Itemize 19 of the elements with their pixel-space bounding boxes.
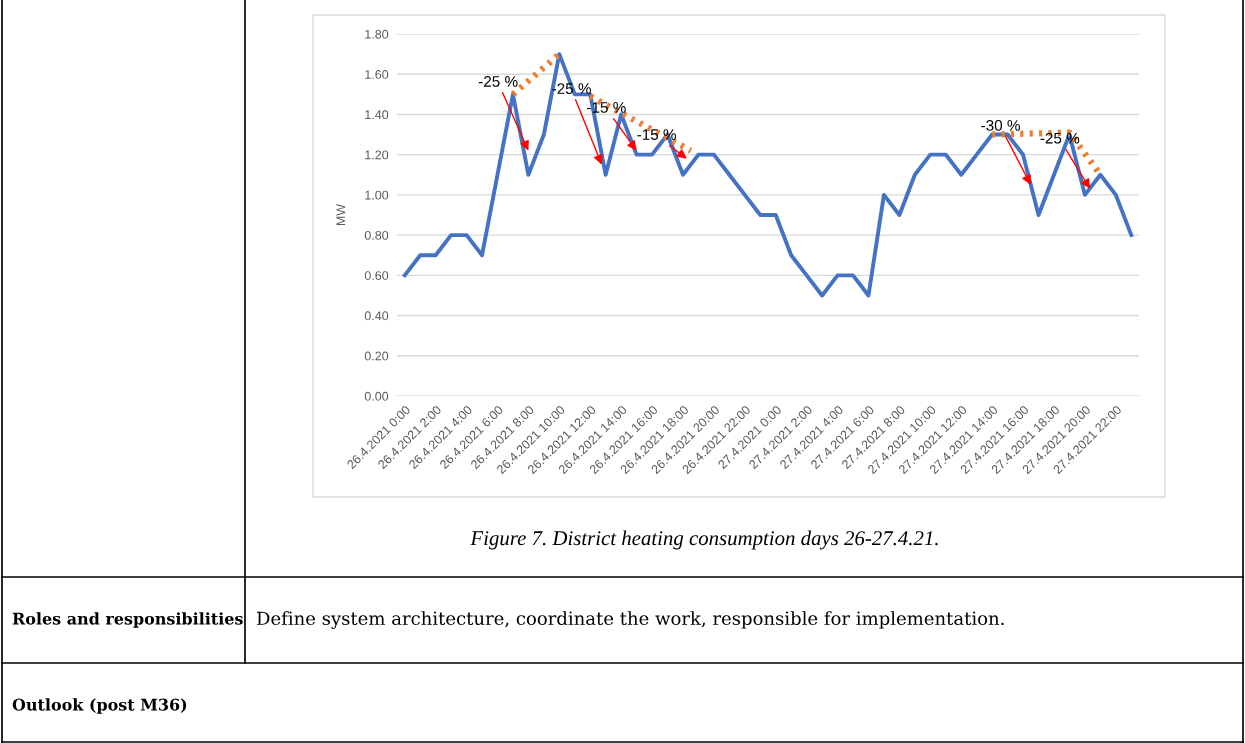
annotation: -25 % — [478, 76, 518, 87]
text: Outlook (post M36) — [12, 698, 187, 714]
y-tick-label: 1.40 — [365, 110, 389, 120]
annotation: -25 % — [1040, 132, 1080, 144]
text: Roles and responsibilities — [12, 612, 243, 628]
y-tick-label: 0.20 — [364, 351, 389, 361]
y-tick-label: 1.60 — [365, 70, 389, 79]
line-series — [402, 52, 1134, 298]
y-tick-label: 0.80 — [364, 230, 389, 240]
y-tick-label: 0.60 — [364, 271, 389, 280]
caption: Figure 7. District heating consumption days 26-27.4.21. — [470, 530, 938, 550]
y-tick-label: 1.80 — [365, 29, 389, 39]
y-tick-label: 0.40 — [364, 311, 389, 321]
y-tick-label: 1.20 — [365, 150, 389, 160]
y-tick-label: 0.00 — [364, 391, 389, 401]
y-axis-title: MW — [336, 203, 346, 226]
annotation: -30 % — [981, 119, 1020, 131]
y-tick-label: 1.00 — [365, 190, 389, 200]
text: Define system architecture, coordinate the work, responsible for implementation. — [257, 611, 1004, 629]
